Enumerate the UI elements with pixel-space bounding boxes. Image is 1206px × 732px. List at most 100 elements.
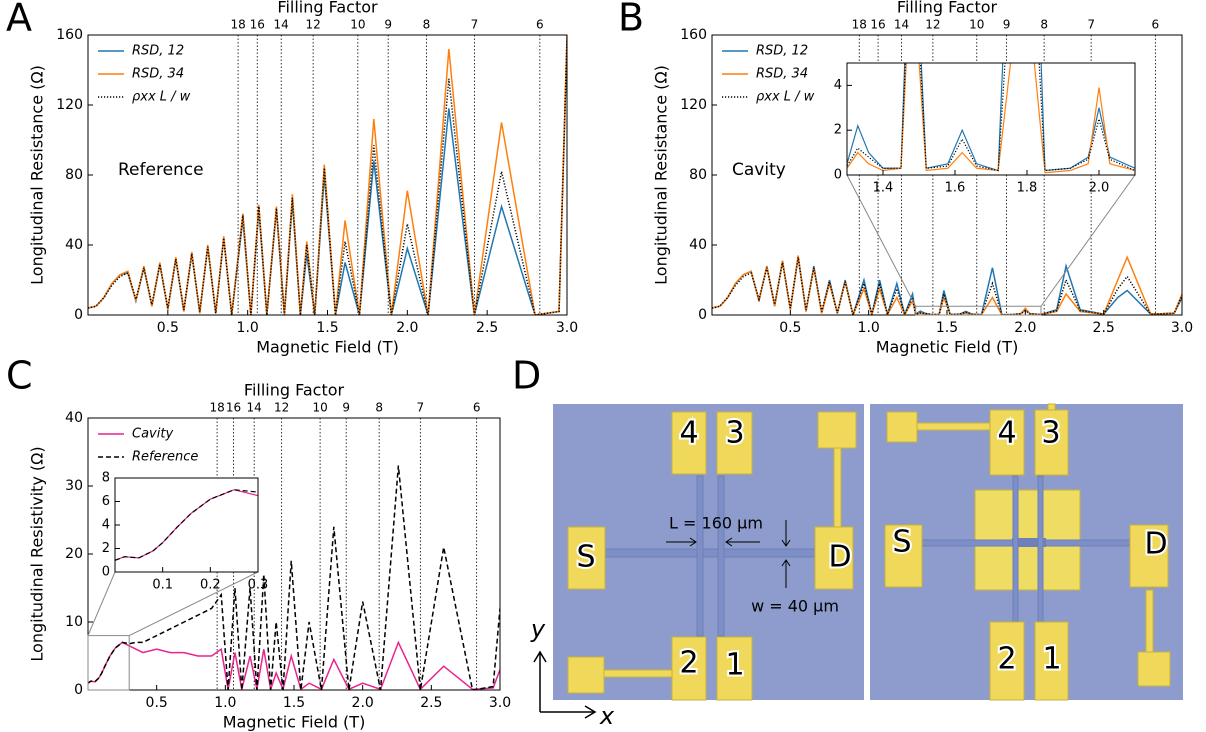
lead: [833, 447, 842, 529]
inset-background: [847, 63, 1135, 175]
pad: [671, 636, 707, 701]
annotation: Reference: [118, 160, 204, 180]
channel: [1012, 475, 1019, 623]
pad: [1034, 409, 1069, 476]
x-tick-label: 3.0: [489, 695, 511, 711]
top-tick-label: 8: [1040, 18, 1048, 32]
x-tick-label: 2.0: [1089, 181, 1110, 196]
x-tick-label: 0.2: [200, 578, 221, 593]
series-line: [115, 489, 258, 561]
panel-letter: A: [6, 0, 32, 40]
pad: [884, 524, 923, 588]
y-tick-label: 80: [689, 167, 707, 183]
y-tick-label: 4: [834, 78, 842, 93]
x-tick-label: 0.5: [157, 320, 179, 336]
pad: [1137, 651, 1171, 687]
x-tick-label: 2.0: [396, 320, 418, 336]
x-tick-label: 3.0: [1171, 320, 1193, 336]
y-tick-label: 40: [65, 237, 83, 253]
channel: [696, 475, 704, 637]
legend-label: RSD, 12: [756, 44, 808, 59]
series-line: [88, 38, 567, 315]
inset-frame: [846, 62, 1136, 176]
channel: [604, 548, 818, 558]
x-tick-label: 2.0: [352, 695, 374, 711]
pad-label: S: [576, 540, 595, 575]
pad: [1034, 621, 1069, 701]
pad: [1129, 524, 1169, 588]
pad-label: 3: [725, 416, 744, 451]
pad: [989, 621, 1025, 701]
x-axis-label: Magnetic Field (T): [223, 713, 366, 732]
axis-label: x: [599, 702, 615, 730]
y-tick-label: 20: [65, 546, 83, 562]
pad: [567, 656, 605, 694]
top-tick-label: 18: [852, 18, 867, 32]
x-tick-label: 1.5: [936, 320, 958, 336]
top-tick-label: 9: [342, 401, 350, 415]
y-tick-label: 80: [65, 167, 83, 183]
y-axis-label: Longitudinal Resistivity (Ω): [28, 446, 47, 661]
pad-label: 4: [679, 416, 698, 451]
y-tick-label: 0: [102, 565, 110, 580]
x-tick-label: 1.0: [214, 695, 236, 711]
zoom-connector: [846, 174, 917, 307]
pad-label: 2: [679, 646, 698, 681]
top-tick-label: 10: [969, 18, 984, 32]
top-tick-label: 12: [274, 401, 289, 415]
top-tick-label: 18: [230, 18, 245, 32]
inset-background: [115, 478, 258, 572]
top-tick-label: 7: [471, 18, 479, 32]
pad: [886, 411, 918, 443]
top-tick-label: 7: [1087, 18, 1095, 32]
pad-label: 4: [997, 416, 1016, 451]
x-tick-label: 0.1: [152, 578, 173, 593]
x-tick-label: 1.4: [873, 181, 894, 196]
axis-label: y: [530, 615, 546, 643]
legend-label: RSD, 34: [132, 67, 184, 82]
y-tick-label: 10: [65, 614, 83, 630]
lead: [916, 422, 993, 431]
x-tick-label: 2.5: [476, 320, 498, 336]
x-tick-label: 0.5: [779, 320, 801, 336]
y-tick-label: 160: [56, 27, 83, 43]
pad-label: 3: [1041, 416, 1060, 451]
length-arrows: [666, 537, 760, 547]
x-tick-label: 1.0: [237, 320, 259, 336]
width-arrows: [781, 520, 791, 588]
legend-label: RSD, 34: [756, 67, 808, 82]
panel-letter: C: [6, 354, 33, 398]
y-tick-label: 160: [680, 27, 707, 43]
y-axis-label: Longitudinal Resistance (Ω): [28, 65, 47, 285]
top-axis-title: Filling Factor: [244, 381, 345, 400]
pad: [567, 526, 606, 590]
y-tick-label: 0: [698, 307, 707, 323]
top-tick-label: 18: [209, 401, 224, 415]
pad: [989, 409, 1025, 476]
x-tick-label: 2.5: [1093, 320, 1115, 336]
y-tick-label: 0: [74, 682, 83, 698]
pad-label: 1: [1042, 642, 1061, 677]
x-tick-label: 0.5: [146, 695, 168, 711]
annotation: Cavity: [732, 160, 786, 180]
top-tick-label: 10: [350, 18, 365, 32]
legend-label: ρxx L / w: [756, 90, 815, 105]
top-tick-label: 9: [1003, 18, 1011, 32]
top-tick-label: 14: [274, 18, 289, 32]
x-tick-label: 2.0: [1014, 320, 1036, 336]
pad-label: D: [828, 540, 851, 575]
y-tick-label: 0: [74, 307, 83, 323]
top-tick-label: 7: [417, 401, 425, 415]
legend-label: Reference: [132, 450, 198, 465]
xy-arrows: [533, 650, 597, 719]
top-tick-label: 12: [305, 18, 320, 32]
top-tick-label: 16: [250, 18, 265, 32]
series-line: [712, 257, 1182, 315]
top-axis-title: Filling Factor: [277, 0, 378, 17]
top-tick-label: 6: [1152, 18, 1160, 32]
zoom-connector: [87, 571, 116, 636]
series-line: [88, 35, 567, 315]
channel: [1037, 475, 1044, 623]
photo-panel: D 4 3 S D 2 1 L = 160 μm w = 40 μm 4 3 S…: [512, 354, 1183, 730]
